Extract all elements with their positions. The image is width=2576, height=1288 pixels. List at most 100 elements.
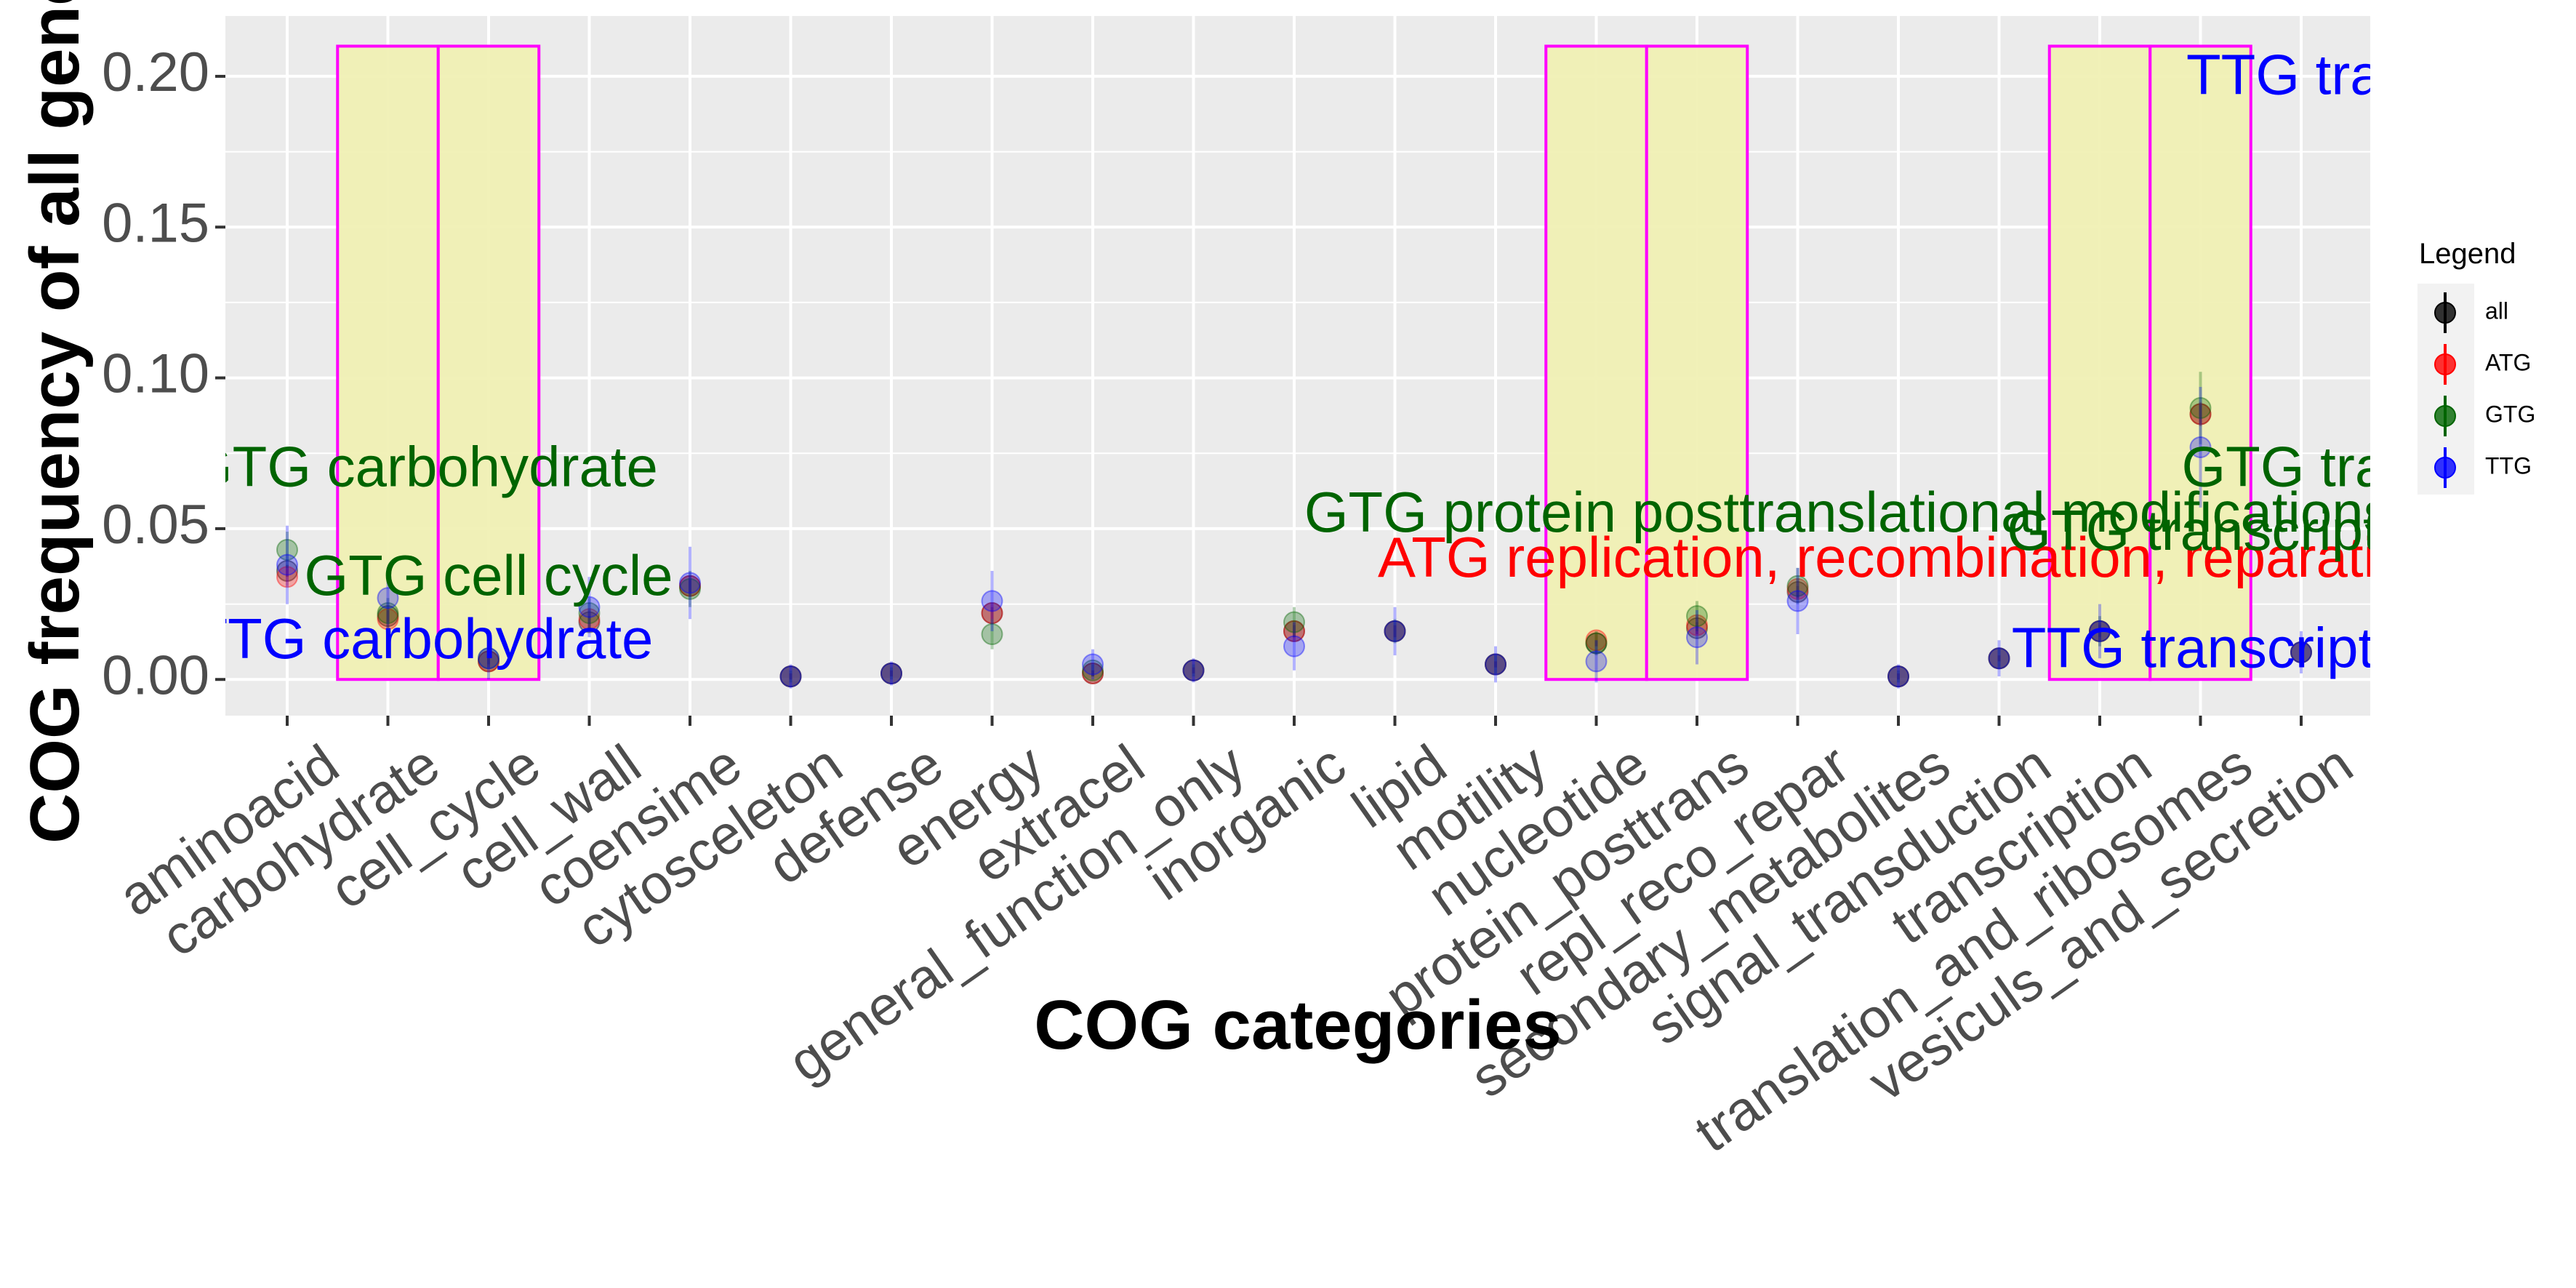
legend-key-point: [2434, 457, 2456, 479]
highlight-boxes: [336, 44, 2252, 681]
data-point: [276, 538, 298, 561]
annotation-label: GTG carbohydrate: [188, 435, 658, 499]
minor-grid: [225, 151, 2370, 605]
data-point: [1887, 665, 1909, 688]
annotation-label: GTG transcription: [2007, 498, 2455, 562]
x-axis: aminoacidcarbohydratecell_cyclecell_wall…: [108, 716, 2364, 1164]
data-point: [1786, 580, 1809, 603]
data-point: [679, 575, 701, 597]
y-tick-label: 0.20: [102, 41, 209, 103]
legend-label: ATG: [2485, 349, 2531, 375]
annotation-label: TTG translation: [2186, 43, 2576, 107]
data-point: [1182, 659, 1205, 681]
data-point: [478, 647, 499, 670]
y-axis: 0.00 0.05 0.10 0.15 0.20: [102, 41, 225, 706]
data-point: [1887, 665, 1909, 688]
data-point: [1384, 620, 1406, 642]
data-point: [1283, 620, 1305, 642]
data-point: [276, 553, 298, 576]
data-point: [1585, 650, 1608, 673]
data-point: [981, 623, 1003, 646]
data-point: [679, 577, 701, 600]
y-axis-title: COG frequency of all genes: [16, 0, 94, 844]
data-point: [880, 662, 902, 684]
highlight-box: [1544, 44, 1648, 681]
data-point: [1988, 647, 2010, 670]
legend-label: all: [2485, 297, 2508, 324]
highlight-box: [436, 44, 541, 681]
data-point: [1384, 620, 1406, 642]
data-point: [1485, 653, 1506, 676]
data-point: [2290, 641, 2312, 663]
data-point: [478, 650, 499, 673]
data-point: [1686, 626, 1708, 649]
data-point: [2089, 620, 2111, 642]
series-TTG: [276, 387, 2312, 689]
data-point: [578, 602, 601, 625]
data-point: [880, 662, 902, 684]
plot-panel: [225, 16, 2370, 716]
y-tick-label: 0.10: [102, 343, 209, 405]
data-point: [1283, 635, 1305, 657]
data-point: [981, 590, 1003, 612]
data-point: [981, 602, 1003, 625]
data-point: [1485, 653, 1506, 676]
data-point: [1585, 632, 1608, 655]
highlight-box: [2047, 44, 2152, 681]
data-points: [276, 372, 2312, 689]
data-point: [276, 566, 298, 588]
annotation-label: GTG protein posttranslational modificati…: [1304, 480, 2392, 544]
data-point: [1082, 662, 1104, 684]
data-point: [779, 665, 802, 688]
data-point: [880, 662, 902, 684]
data-point: [981, 602, 1003, 625]
data-point: [1988, 647, 2010, 670]
data-point: [1786, 575, 1809, 597]
data-point: [1786, 590, 1809, 612]
data-point: [1686, 614, 1708, 636]
data-point: [2290, 641, 2312, 663]
data-point: [377, 605, 399, 628]
data-point: [1988, 647, 2010, 670]
series-all: [276, 403, 2312, 688]
data-point: [2189, 403, 2212, 425]
x-axis-title: COG categories: [1034, 986, 1562, 1064]
annotation-label: TTG carbohydrate: [193, 607, 654, 671]
data-point: [880, 662, 902, 684]
legend-key-point: [2434, 353, 2456, 375]
data-point: [2089, 620, 2111, 642]
data-point: [779, 665, 802, 688]
legend-key-point: [2434, 302, 2456, 324]
data-point: [1384, 620, 1406, 642]
y-tick-label: 0.05: [102, 494, 209, 556]
data-point: [1082, 662, 1104, 684]
data-point: [1384, 620, 1406, 642]
data-point: [1686, 617, 1708, 639]
annotation-label: GTG translation: [2182, 435, 2576, 499]
data-point: [1283, 620, 1305, 642]
data-point: [1485, 653, 1506, 676]
data-point: [377, 608, 399, 631]
data-point: [1786, 577, 1809, 600]
series-ATG: [276, 401, 2312, 688]
legend-label: TTG: [2485, 452, 2532, 479]
annotation-label: GTG cell cycle: [304, 543, 673, 607]
data-point: [1082, 659, 1104, 681]
data-point: [377, 602, 399, 625]
data-point: [377, 587, 399, 609]
series-GTG: [276, 372, 2312, 688]
data-point: [578, 611, 601, 633]
y-tick-label: 0.00: [102, 644, 209, 706]
data-point: [578, 608, 601, 631]
legend: Legend all ATG GTG TTG: [2417, 238, 2535, 495]
y-tick-label: 0.15: [102, 192, 209, 254]
data-point: [1182, 659, 1205, 681]
data-point: [1686, 605, 1708, 628]
data-point: [2290, 641, 2312, 663]
data-point: [578, 596, 601, 618]
data-point: [1485, 653, 1506, 676]
data-point: [779, 665, 802, 688]
legend-key-point: [2434, 405, 2456, 427]
data-point: [1887, 665, 1909, 688]
